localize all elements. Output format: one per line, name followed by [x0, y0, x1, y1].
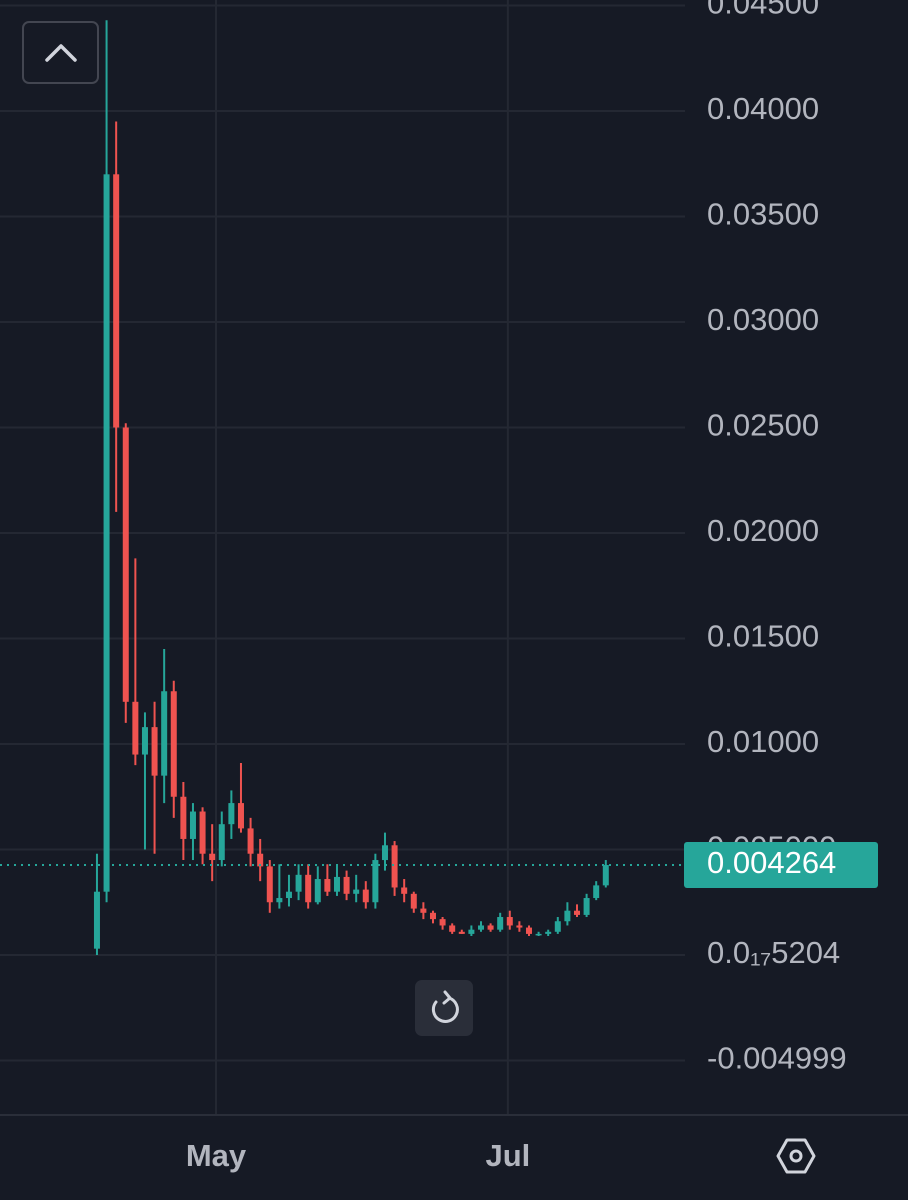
last-price-box [684, 842, 878, 889]
settings-button[interactable] [776, 1138, 816, 1174]
candle-body [487, 925, 494, 930]
candle-body [199, 811, 206, 854]
candle-body [228, 803, 235, 825]
y-tick-label: 0.0₁₇5204 [707, 935, 840, 970]
candle-body [554, 921, 561, 932]
candle-body [180, 796, 187, 839]
candle-body [573, 910, 580, 915]
candle-body [113, 174, 120, 428]
chevron-icon [45, 44, 77, 62]
y-tick-label: 0.01500 [707, 619, 819, 654]
reset-button[interactable] [415, 980, 473, 1036]
y-tick-label: -0.004999 [707, 1041, 847, 1076]
y-tick-label: 0.03000 [707, 302, 819, 337]
candle-body [477, 925, 484, 930]
candle-body [353, 889, 360, 894]
candle-body [276, 898, 283, 903]
candle-body [103, 174, 110, 892]
candle-body [516, 925, 523, 928]
candle-body [449, 925, 456, 932]
candle-body [429, 912, 436, 920]
candle-body [564, 910, 571, 922]
candle-body [122, 427, 129, 702]
candle-body [583, 898, 590, 915]
y-tick-label: 0.02000 [707, 513, 819, 548]
candle-body [381, 845, 388, 861]
candle-body [602, 865, 609, 886]
candle-body [497, 917, 504, 930]
collapse-button[interactable] [22, 21, 99, 84]
y-tick-label: 0.01000 [707, 724, 819, 759]
y-tick-label: 0.02500 [707, 408, 819, 443]
price-marker: 0.004264 [0, 842, 878, 889]
candle-body [285, 891, 292, 899]
candle-body [593, 885, 600, 899]
button-frame[interactable] [415, 980, 473, 1036]
x-tick-label: May [186, 1138, 247, 1173]
reset-icon [431, 996, 459, 1023]
button-frame[interactable] [22, 21, 99, 84]
candle-body [314, 879, 321, 903]
candle-body [266, 866, 273, 903]
candle-body [209, 853, 216, 861]
y-tick-label: 0.03500 [707, 197, 819, 232]
candle-body [170, 691, 177, 797]
last-price-label: 0.004264 [707, 845, 836, 880]
candle-body [468, 929, 475, 934]
candle-body [535, 933, 542, 936]
candle-body [324, 879, 331, 892]
candle-body [218, 824, 225, 861]
x-axis: May Jul [186, 1138, 530, 1173]
candle-body [362, 889, 369, 903]
candle-body [141, 727, 148, 755]
y-tick-label: 0.04000 [707, 91, 819, 126]
candle-body [132, 701, 139, 755]
candle-body [420, 908, 427, 913]
candle-body [295, 874, 302, 892]
candle-body [257, 853, 264, 867]
candle-body [93, 891, 100, 949]
candle-body [237, 803, 244, 829]
candle-body [161, 691, 168, 776]
candle-body [506, 917, 513, 926]
candle-body [151, 727, 158, 776]
candle-body [343, 876, 350, 894]
settings-icon[interactable] [776, 1138, 816, 1174]
candle-body [247, 828, 254, 854]
candles [93, 20, 609, 955]
settings-icon-core [789, 1149, 803, 1163]
candle-body [525, 927, 532, 934]
candle-body [439, 919, 446, 926]
candle-body [545, 931, 552, 934]
candle-body [391, 845, 398, 888]
candle-body [458, 931, 465, 934]
candle-body [372, 860, 379, 903]
candle-body [305, 874, 312, 903]
candle-body [333, 876, 340, 892]
x-tick-label: Jul [485, 1138, 530, 1173]
reset-arrow [442, 990, 452, 1005]
candle-body [189, 811, 196, 839]
candle-body [401, 887, 408, 894]
candle-body [410, 893, 417, 909]
y-axis: 0.04500 0.04000 0.03500 0.03000 0.02500 0.020… [707, 0, 847, 1076]
y-tick-label: 0.04500 [707, 0, 819, 21]
